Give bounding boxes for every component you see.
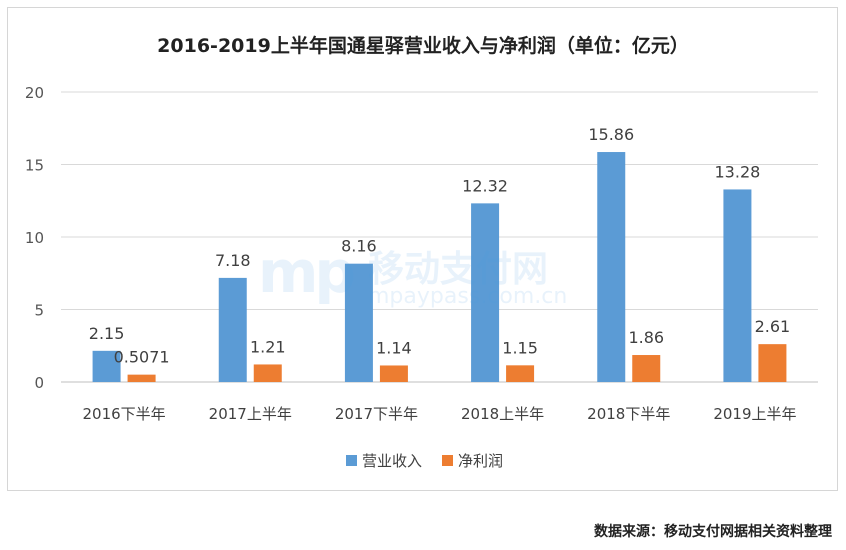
chart-frame: 2016-2019上半年国通星驿营业收入与净利润（单位：亿元） 0 5 10 15 20…: [7, 7, 838, 491]
bar: [758, 344, 787, 382]
x-tick-label: 2018下半年: [587, 405, 670, 423]
data-label: 1.15: [502, 338, 538, 357]
y-tick-label: 5: [34, 302, 44, 320]
bar: [471, 203, 500, 382]
bars: [92, 152, 787, 382]
bar-chart: 2016-2019上半年国通星驿营业收入与净利润（单位：亿元） 0 5 10 15 20…: [25, 34, 818, 470]
bar: [723, 189, 752, 382]
x-tick-label: 2019上半年: [713, 405, 796, 423]
data-label: 13.28: [715, 162, 761, 181]
bar: [632, 355, 661, 382]
data-label: 2.61: [755, 317, 791, 336]
legend-swatch: [346, 455, 357, 466]
data-label: 1.21: [250, 337, 286, 356]
source-note: 数据来源：移动支付网据相关资料整理: [594, 524, 832, 540]
legend: 营业收入 净利润: [346, 452, 503, 470]
data-label: 0.5071: [114, 348, 170, 367]
data-label: 7.18: [215, 251, 251, 270]
bar: [218, 277, 247, 382]
x-axis: 2016下半年 2017上半年 2017下半年 2018上半年 2018下半年 2019上…: [82, 405, 796, 423]
data-label: 1.86: [628, 328, 664, 347]
chart-title: 2016-2019上半年国通星驿营业收入与净利润（单位：亿元）: [157, 34, 689, 57]
data-labels: 2.15 0.5071 7.18 1.21 8.16 1.14 12.32 1.15 15.86…: [89, 125, 790, 367]
bar: [344, 263, 373, 382]
data-label: 8.16: [341, 237, 377, 256]
legend-swatch: [442, 455, 453, 466]
data-label: 2.15: [89, 324, 125, 343]
x-tick-label: 2017下半年: [335, 405, 418, 423]
bar: [127, 374, 156, 382]
data-label: 12.32: [462, 176, 508, 195]
legend-label: 净利润: [458, 452, 503, 470]
y-tick-label: 0: [34, 374, 44, 392]
y-axis: 0 5 10 15 20: [25, 84, 44, 392]
data-label: 1.14: [376, 338, 412, 357]
bar: [506, 365, 535, 382]
x-tick-label: 2018上半年: [461, 405, 544, 423]
y-tick-label: 15: [25, 157, 44, 175]
x-tick-label: 2017上半年: [209, 405, 292, 423]
legend-label: 营业收入: [362, 452, 422, 470]
bar: [92, 350, 121, 382]
bar: [597, 152, 626, 382]
bar: [379, 365, 408, 382]
x-tick-label: 2016下半年: [82, 405, 165, 423]
bar: [253, 364, 282, 382]
y-tick-label: 10: [25, 229, 44, 247]
data-label: 15.86: [588, 125, 634, 144]
y-tick-label: 20: [25, 84, 44, 102]
gridlines: [61, 91, 818, 383]
